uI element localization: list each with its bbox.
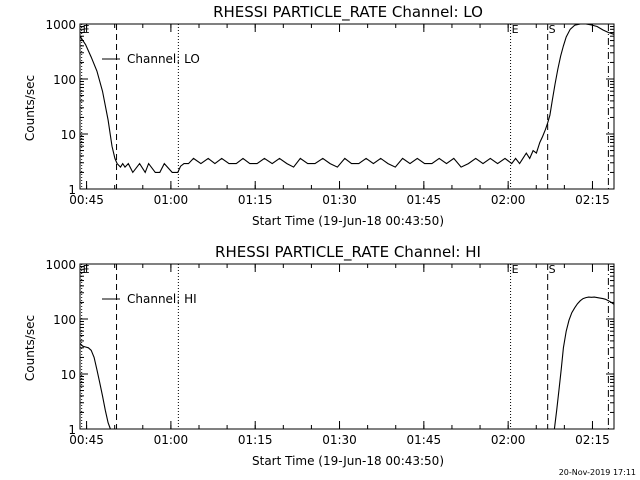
y-tick-label: 100 [53, 313, 76, 327]
event-marker-label: E [83, 23, 90, 36]
plot-frame [79, 263, 615, 430]
x-tick-label: 02:00 [491, 433, 526, 447]
legend-label: Channel: HI [127, 292, 197, 306]
x-tick-label: 01:30 [322, 193, 357, 207]
plot-frame [79, 23, 615, 190]
x-tick-label: 01:15 [238, 193, 273, 207]
event-marker-label: E [83, 263, 90, 276]
y-tick-label: 1 [68, 183, 76, 197]
x-tick-label: 02:00 [491, 193, 526, 207]
series-line [553, 296, 615, 430]
y-axis-label: Counts/sec [23, 75, 37, 141]
y-axis-label: Counts/sec [23, 315, 37, 381]
y-tick-label: 100 [53, 73, 76, 87]
y-tick-label: 10 [61, 368, 76, 382]
series-line [79, 343, 111, 430]
panel-hi: RHESSI PARTICLE_RATE Channel: HI Start T… [23, 243, 615, 468]
y-tick-label: 1000 [45, 18, 76, 32]
x-tick-label: 02:15 [575, 193, 610, 207]
x-axis-label: Start Time (19-Jun-18 00:43:50) [252, 454, 444, 468]
chart-title: RHESSI PARTICLE_RATE Channel: HI [215, 243, 481, 262]
event-marker-label: E [512, 23, 519, 36]
x-tick-label: 02:15 [575, 433, 610, 447]
x-tick-label: 00:45 [69, 433, 104, 447]
x-tick-label: 01:45 [407, 433, 442, 447]
y-tick-label: 1000 [45, 258, 76, 272]
x-tick-label: 01:30 [322, 433, 357, 447]
event-marker-label: E [512, 263, 519, 276]
timestamp: 20-Nov-2019 17:11 [559, 468, 636, 477]
x-tick-label: 01:00 [154, 193, 189, 207]
x-axis-label: Start Time (19-Jun-18 00:43:50) [252, 214, 444, 228]
x-tick-label: 01:15 [238, 433, 273, 447]
panel-lo: RHESSI PARTICLE_RATE Channel: LO Start T… [23, 3, 615, 228]
y-tick-label: 10 [61, 128, 76, 142]
y-tick-label: 1 [68, 423, 76, 437]
legend-label: Channel: LO [127, 52, 200, 66]
x-tick-label: 01:45 [407, 193, 442, 207]
series-line [79, 23, 615, 174]
event-marker-label: S [549, 263, 556, 276]
chart-title: RHESSI PARTICLE_RATE Channel: LO [213, 3, 483, 22]
x-tick-label: 01:00 [154, 433, 189, 447]
x-tick-label: 00:45 [69, 193, 104, 207]
event-marker-label: S [549, 23, 556, 36]
